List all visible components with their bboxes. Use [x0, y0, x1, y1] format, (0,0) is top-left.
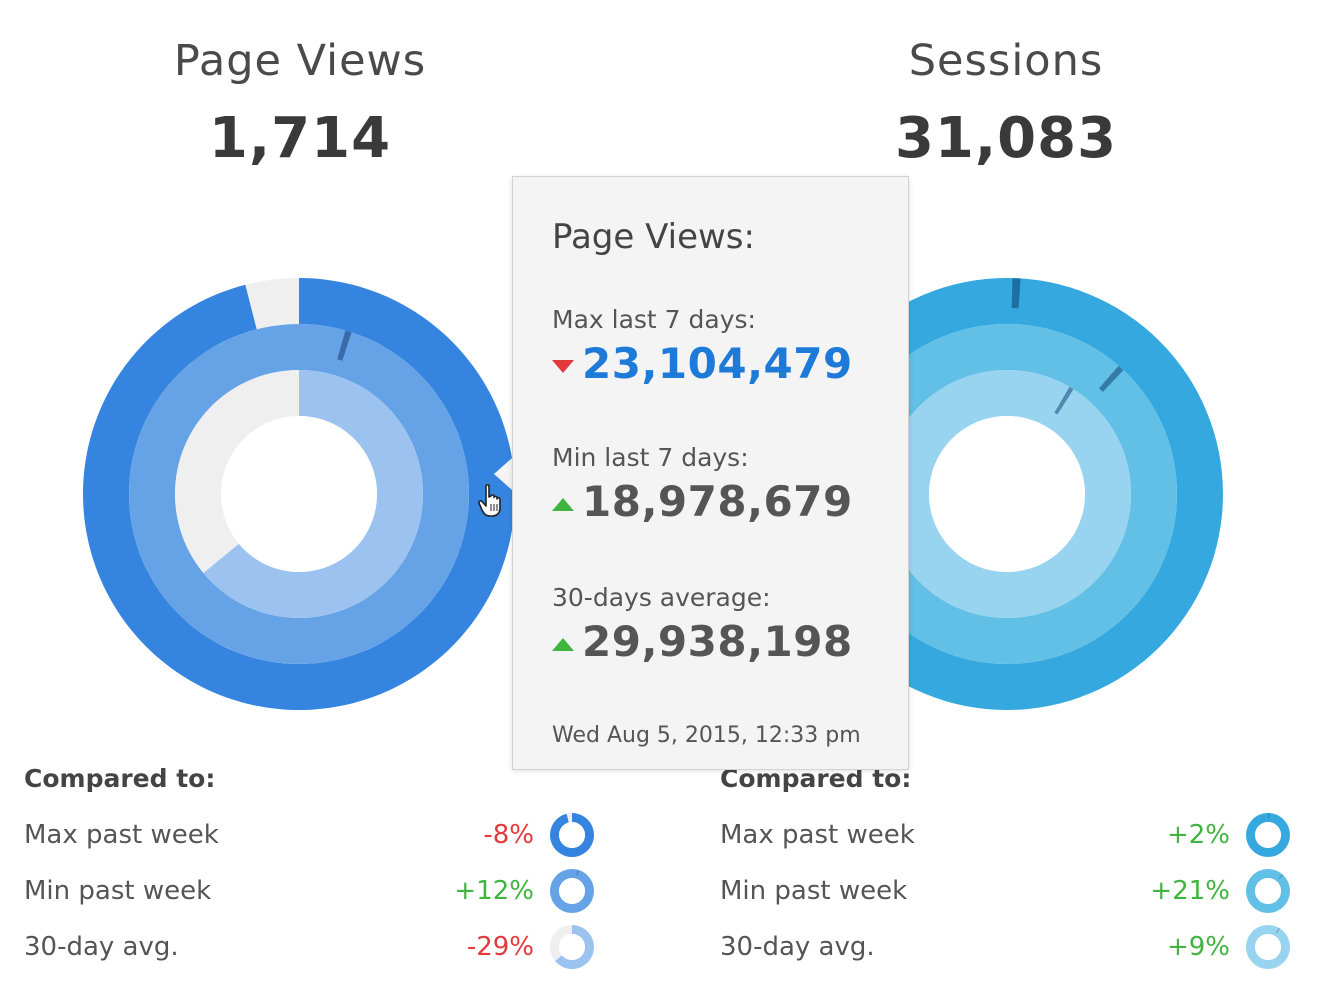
compare-pct: -8%	[483, 820, 534, 850]
sessions-title: Sessions	[908, 36, 1104, 86]
page-views-panel: Page Views 1,714 Compared to: Max past w…	[0, 0, 640, 1006]
tooltip-min-value: 18,978,679	[552, 477, 853, 526]
compare-row-avg: 30-day avg. +9%	[720, 924, 1320, 974]
compare-row-max: Max past week +2%	[720, 812, 1320, 862]
mini-donut-hole	[1255, 934, 1281, 960]
tooltip-arrow	[494, 458, 512, 490]
tooltip-max-value: 23,104,479	[552, 339, 853, 388]
mini-donut-hole	[559, 878, 585, 904]
mini-donut-hole	[559, 934, 585, 960]
mini-donut-min	[1246, 869, 1290, 913]
compare-pct: +12%	[454, 876, 534, 906]
ring-marker-2	[1276, 927, 1280, 934]
ring-marker-1	[1278, 874, 1284, 880]
ring-arc-2	[883, 370, 1007, 618]
ring-arc-0	[1268, 813, 1290, 857]
compare-pct: +21%	[1150, 876, 1230, 906]
compared-to-label: Compared to:	[24, 764, 216, 793]
ring-arc-2	[1268, 925, 1290, 969]
compare-label: Max past week	[720, 820, 915, 850]
donut-hole	[929, 416, 1085, 572]
ring-arc-2	[1246, 925, 1268, 969]
compare-pct: +9%	[1166, 932, 1230, 962]
mini-donut-hole	[559, 822, 585, 848]
ring-arc-1	[550, 869, 572, 913]
compare-label: Min past week	[24, 876, 212, 906]
ring-arc-1	[1246, 869, 1268, 913]
page-views-donut-chart[interactable]	[83, 278, 515, 710]
compare-label: 30-day avg.	[24, 932, 179, 962]
tooltip-avg-value: 29,938,198	[552, 617, 853, 666]
ring-arc-2	[203, 370, 423, 618]
tooltip-min-label: Min last 7 days:	[552, 443, 749, 472]
donut-hole	[221, 416, 377, 572]
ring-arc-0	[1246, 813, 1268, 857]
compare-row-max: Max past week -8%	[24, 812, 624, 862]
mini-donut-max	[550, 813, 594, 857]
compare-label: Max past week	[24, 820, 219, 850]
ring-arc-0	[1007, 278, 1223, 710]
ring-arc-1	[129, 324, 299, 664]
compare-row-avg: 30-day avg. -29%	[24, 924, 624, 974]
compare-label: 30-day avg.	[720, 932, 875, 962]
tooltip-max-number: 23,104,479	[582, 339, 853, 388]
ring-marker-2	[1054, 386, 1074, 415]
ring-track-2	[175, 370, 299, 574]
down-arrow-icon	[552, 360, 574, 373]
mini-donut-min	[550, 869, 594, 913]
ring-arc-1	[1268, 869, 1290, 913]
page-views-tooltip: Page Views: Max last 7 days: 23,104,479 …	[512, 176, 909, 770]
sessions-value: 31,083	[894, 106, 1118, 171]
up-arrow-icon	[552, 638, 574, 651]
ring-track-0	[566, 813, 572, 823]
tooltip-avg-label: 30-days average:	[552, 583, 771, 612]
ring-arc-1	[1007, 324, 1177, 664]
up-arrow-icon	[552, 498, 574, 511]
tooltip-title: Page Views:	[552, 217, 755, 257]
tooltip-min-number: 18,978,679	[582, 477, 853, 526]
ring-marker-0	[1011, 278, 1021, 309]
ring-arc-0	[550, 813, 594, 857]
ring-marker-1	[337, 330, 352, 361]
page-views-title: Page Views	[173, 36, 427, 86]
tooltip-avg-number: 29,938,198	[582, 617, 853, 666]
mini-donut-hole	[1255, 878, 1281, 904]
mini-donut-max	[1246, 813, 1290, 857]
compare-label: Min past week	[720, 876, 908, 906]
hand-cursor-icon	[478, 484, 501, 517]
ring-arc-1	[299, 324, 469, 664]
ring-marker-1	[576, 869, 579, 876]
ring-marker-0	[1268, 813, 1270, 819]
ring-arc-2	[555, 925, 594, 969]
ring-arc-2	[1007, 370, 1131, 618]
compare-pct: -29%	[466, 932, 534, 962]
mini-donut-avg	[1246, 925, 1290, 969]
compare-pct: +2%	[1166, 820, 1230, 850]
mini-donut-avg	[550, 925, 594, 969]
compare-row-min: Min past week +12%	[24, 868, 624, 918]
compare-row-min: Min past week +21%	[720, 868, 1320, 918]
page-views-value: 1,714	[208, 106, 392, 171]
ring-marker-1	[1098, 365, 1124, 392]
tooltip-date: Wed Aug 5, 2015, 12:33 pm	[552, 723, 861, 748]
mini-donut-hole	[1255, 822, 1281, 848]
ring-track-2	[550, 925, 572, 962]
ring-arc-1	[572, 869, 594, 913]
ring-track-0	[245, 278, 299, 330]
tooltip-max-label: Max last 7 days:	[552, 305, 756, 334]
